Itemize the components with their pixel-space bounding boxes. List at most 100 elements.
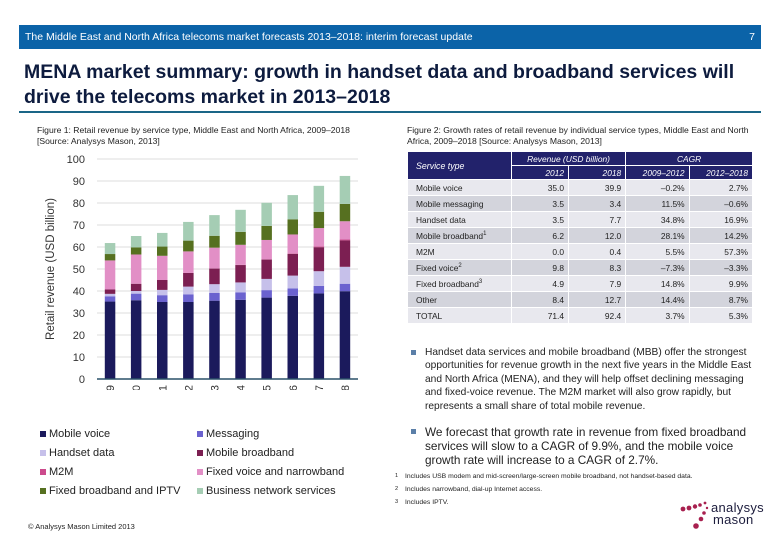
bullet-text: Handset data services and mobile broadba… [425, 347, 752, 412]
bar-segment-business-network-services-2018 [339, 175, 351, 204]
bar-segment-mobile-broadband-2009 [104, 289, 116, 294]
table-row: Handset data 3.5 7.7 34.8% 16.9% [407, 211, 754, 228]
page-title: MENA market summary: growth in handset d… [24, 61, 735, 108]
x-tick-label: 2016 [288, 385, 300, 390]
cell-revenue-2018: 92.4 [567, 307, 627, 324]
bar-segment-mobile-voice-2009 [104, 301, 116, 379]
cell-service-type: Other [407, 291, 512, 308]
bar-segment-fixed-broadband-and-iptv-2018 [339, 203, 351, 222]
cell-cagr-2009-2012: –7.3% [625, 259, 690, 276]
footnote: 3 Includes IPTV. [395, 499, 449, 506]
col-header-cagr-2009-2012: 2009–2012 [625, 165, 690, 180]
legend-label: Fixed voice and narrowband [206, 466, 345, 478]
y-tick-label: 20 [73, 330, 85, 342]
bar-segment-handset-data-2011 [157, 289, 168, 296]
chart-legend: Mobile voice Messaging Handset data Mobile … [40, 426, 380, 499]
table-row: M2M 0.0 0.4 5.5% 57.3% [407, 243, 754, 260]
bar-segment-mobile-broadband-2017 [313, 247, 325, 272]
bar-segment-mobile-broadband-2018 [339, 240, 351, 267]
cell-revenue-2012: 9.8 [510, 259, 570, 276]
legend-item: Mobile voice [40, 426, 197, 442]
y-tick-label: 30 [73, 308, 85, 320]
bar-segment-mobile-voice-2017 [313, 293, 325, 379]
bar-segment-fixed-voice-and-narrowband-2013 [209, 247, 220, 269]
col-header-cagr: CAGR [625, 151, 753, 166]
cell-cagr-2012-2018: 9.9% [688, 275, 754, 292]
bar-segment-business-network-services-2012 [183, 221, 194, 241]
bar-segment-mobile-broadband-2012 [183, 272, 194, 287]
legend-swatch-icon [197, 469, 203, 475]
y-tick-label: 90 [73, 176, 85, 188]
bar-segment-fixed-voice-and-narrowband-2015 [261, 239, 272, 260]
legend-item: Messaging [197, 426, 377, 442]
bar-segment-business-network-services-2009 [104, 243, 116, 255]
cell-cagr-2009-2012: 34.8% [625, 211, 690, 228]
footnote: 2 Includes narrowband, dial-up Internet a… [395, 486, 543, 493]
bar-segment-fixed-broadband-and-iptv-2015 [261, 225, 272, 240]
x-tick-label: 2014 [236, 385, 248, 390]
x-tick-label: 2017 [314, 385, 326, 390]
bullet-item: We forecast that growth rate in revenue … [407, 425, 762, 467]
cell-cagr-2012-2018: 16.9% [688, 211, 754, 228]
footnote: 1 Includes USB modem and mid-screen/large… [395, 473, 693, 480]
bar-segment-m2m-2018 [339, 239, 351, 241]
legend-item: Business network services [197, 483, 377, 499]
y-tick-label: 70 [73, 220, 85, 232]
footnotes: 1 Includes USB modem and mid-screen/large… [395, 472, 715, 511]
legend-item: Fixed broadband and IPTV [40, 483, 197, 499]
cell-cagr-2012-2018: 57.3% [688, 243, 754, 260]
bar-segment-mobile-broadband-2013 [209, 268, 220, 285]
cell-revenue-2018: 0.4 [567, 243, 627, 260]
page-number: 7 [749, 31, 755, 43]
figure2-caption: Figure 2: Growth rates of retail revenue… [407, 125, 749, 146]
logo-text: analysys mason [711, 500, 764, 527]
bar-segment-handset-data-2017 [313, 271, 325, 286]
y-tick-label: 40 [73, 286, 85, 298]
legend-swatch-icon [40, 450, 46, 456]
bar-segment-fixed-voice-and-narrowband-2012 [183, 251, 194, 273]
bar-segment-fixed-voice-and-narrowband-2010 [130, 254, 142, 284]
y-tick-label: 80 [73, 198, 85, 210]
legend-swatch-icon [40, 469, 46, 475]
copyright-text: © Analysys Mason Limited 2013 [28, 522, 135, 531]
col-header-cagr-2012-2018: 2012–2018 [688, 165, 754, 180]
y-tick-label: 100 [67, 154, 85, 166]
bar-segment-messaging-2009 [104, 296, 116, 302]
cell-revenue-2012: 3.5 [510, 195, 570, 212]
legend-swatch-icon [40, 488, 46, 494]
bar-segment-mobile-broadband-2010 [130, 283, 142, 291]
legend-item: Fixed voice and narrowband [197, 464, 377, 480]
bar-segment-handset-data-2014 [235, 282, 246, 293]
legend-label: Business network services [206, 485, 336, 497]
legend-swatch-icon [197, 450, 203, 456]
bar-segment-fixed-broadband-and-iptv-2013 [209, 235, 220, 248]
x-tick-label: 2010 [131, 385, 143, 390]
bar-segment-fixed-voice-and-narrowband-2011 [157, 255, 168, 280]
growth-rates-table: Service type Revenue (USD billion) CAGR … [407, 151, 754, 324]
legend-label: Mobile voice [49, 428, 111, 440]
bar-segment-mobile-voice-2018 [339, 291, 351, 379]
bar-segment-fixed-voice-and-narrowband-2014 [235, 244, 246, 265]
legend-item: Mobile broadband [197, 445, 377, 461]
bar-segment-messaging-2012 [183, 294, 194, 302]
bar-segment-messaging-2015 [261, 290, 272, 298]
y-tick-label: 0 [79, 374, 85, 386]
cell-service-type: TOTAL [407, 307, 512, 324]
cell-cagr-2012-2018: –0.6% [688, 195, 754, 212]
cell-cagr-2009-2012: 14.4% [625, 291, 690, 308]
bar-segment-mobile-voice-2013 [209, 300, 220, 379]
bullet-item: Handset data services and mobile broadba… [407, 346, 762, 413]
cell-service-type: Fixed broadband3 [407, 275, 512, 292]
bar-segment-business-network-services-2011 [157, 232, 168, 247]
cell-cagr-2012-2018: 8.7% [688, 291, 754, 308]
bar-segment-fixed-broadband-and-iptv-2012 [183, 240, 194, 252]
bar-segment-messaging-2016 [287, 288, 298, 296]
col-header-revenue: Revenue (USD billion) [510, 151, 627, 166]
table-row: Fixed voice2 9.8 8.3 –7.3% –3.3% [407, 259, 754, 276]
table-row: Other 8.4 12.7 14.4% 8.7% [407, 291, 754, 308]
bar-segment-fixed-broadband-and-iptv-2017 [313, 211, 325, 229]
bar-segment-messaging-2018 [339, 283, 351, 292]
col-header-2012: 2012 [510, 165, 570, 180]
bullet-square-icon [411, 429, 416, 435]
bar-segment-handset-data-2012 [183, 286, 194, 295]
